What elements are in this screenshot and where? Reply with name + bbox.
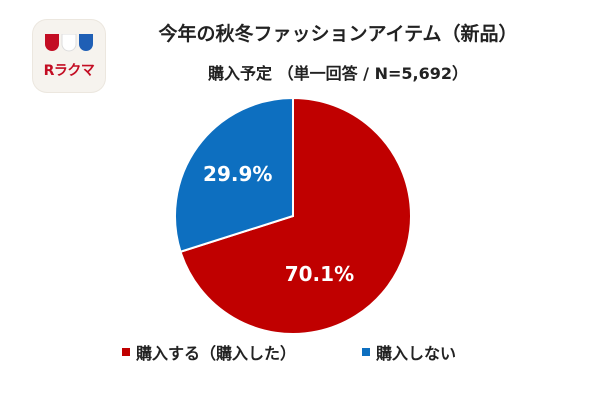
pie-slice-no-purchase: [174, 96, 294, 254]
chart-title: 今年の秋冬ファッションアイテム（新品）: [158, 23, 518, 45]
logo-text: Rラクマ: [43, 63, 95, 79]
legend-label-purchase: 購入する（購入した）: [136, 344, 297, 363]
logo-cup-white: [61, 34, 77, 52]
logo-cup-red: [45, 34, 59, 51]
legend-swatch-purchase: [122, 348, 130, 356]
logo-cups-icon: [45, 34, 93, 52]
legend-item-purchase: 購入する（購入した）: [122, 340, 296, 364]
pie-slice-purchase: [179, 96, 412, 335]
legend-label-no-purchase: 購入しない: [376, 344, 457, 363]
logo-cup-blue: [79, 34, 93, 51]
pie-label-no-purchase: 29.9%: [203, 162, 272, 186]
pie-label-purchase: 70.1%: [285, 262, 354, 286]
legend-swatch-no-purchase: [362, 348, 370, 356]
chart-subtitle: 購入予定 （単一回答 / N=5,692）: [208, 64, 468, 83]
rakuma-logo: Rラクマ: [33, 20, 105, 92]
legend-item-no-purchase: 購入しない: [362, 340, 456, 364]
